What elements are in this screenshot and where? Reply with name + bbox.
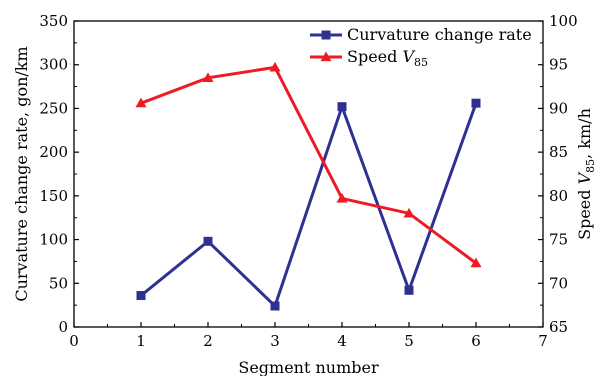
- series-point: [270, 301, 280, 311]
- y-right-tick-label: 75: [549, 231, 568, 249]
- series-point: [470, 257, 482, 268]
- x-tick-label: 4: [337, 332, 347, 350]
- legend-label-sub: 85: [414, 56, 428, 69]
- y-left-tick-label: 250: [39, 99, 68, 117]
- x-tick-label: 7: [538, 332, 548, 350]
- x-tick-label: 6: [471, 332, 481, 350]
- x-axis-title: Segment number: [238, 358, 379, 376]
- x-tick-label: 3: [270, 332, 280, 350]
- y-right-axis-title: Speed V85, km/h: [575, 108, 596, 240]
- legend-marker: [321, 30, 331, 40]
- y-right-tick-label: 65: [549, 318, 568, 336]
- legend-label-prefix: Speed: [347, 47, 402, 66]
- y-right-tick-label: 95: [549, 56, 568, 74]
- plot-frame: [73, 20, 544, 328]
- y-left-tick-label: 50: [49, 274, 68, 292]
- legend-label: Curvature change rate: [347, 25, 532, 44]
- y-left-axis-title: Curvature change rate, gon/km: [12, 46, 31, 301]
- series-point: [403, 207, 415, 218]
- y-left-tick-label: 0: [58, 318, 68, 336]
- series-point: [202, 72, 214, 82]
- series-point: [471, 98, 481, 108]
- y-right-tick-label: 80: [549, 187, 568, 205]
- series-line-1: [140, 65, 477, 265]
- x-tick-label: 2: [203, 332, 213, 350]
- y-left-tick-label: 100: [39, 231, 68, 249]
- series-point: [135, 97, 147, 108]
- y-right-title-suffix: , km/h: [575, 108, 594, 159]
- y-left-tick-label: 300: [39, 56, 68, 74]
- y-left-tick-label: 200: [39, 143, 68, 161]
- y-right-title-prefix: Speed: [575, 184, 594, 239]
- legend-label-var: V: [402, 47, 415, 66]
- series-point: [337, 102, 347, 112]
- y-left-tick-label: 350: [39, 12, 68, 30]
- series-point: [336, 192, 348, 203]
- x-tick-label: 5: [404, 332, 414, 350]
- series-line-0: [140, 102, 478, 309]
- series-point: [203, 236, 213, 246]
- y-right-tick-label: 85: [549, 143, 568, 161]
- y-left-tick-label: 150: [39, 187, 68, 205]
- y-right-tick-label: 100: [549, 12, 578, 30]
- series-point: [269, 61, 281, 72]
- series-point: [136, 291, 146, 301]
- legend-marker: [320, 51, 332, 62]
- legend-label: Speed V85: [347, 47, 428, 69]
- x-tick-label: 0: [69, 332, 79, 350]
- y-right-title-sub: 85: [584, 159, 596, 173]
- y-right-title-var: V: [575, 171, 594, 184]
- y-right-tick-label: 70: [549, 274, 568, 292]
- x-tick-label: 1: [136, 332, 146, 350]
- y-right-tick-label: 90: [549, 99, 568, 117]
- series-point: [404, 285, 414, 295]
